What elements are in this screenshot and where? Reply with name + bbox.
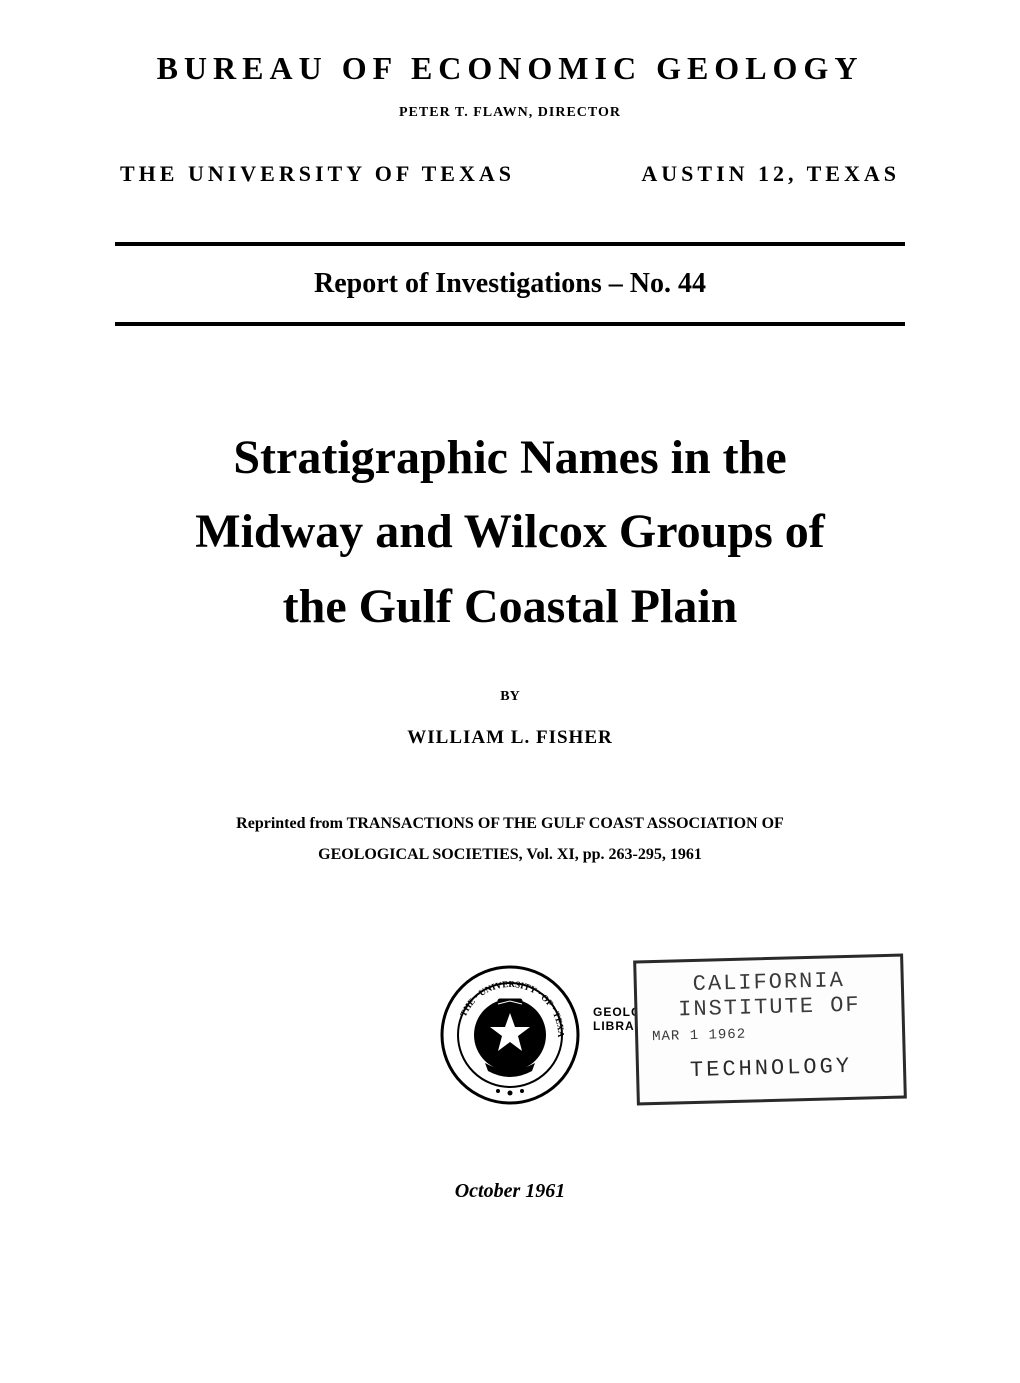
title-line-1: Stratigraphic Names in the — [115, 421, 905, 495]
document-title: Stratigraphic Names in the Midway and Wi… — [115, 421, 905, 644]
reprint-line-1: Reprinted from TRANSACTIONS OF THE GULF … — [115, 809, 905, 839]
publication-date: October 1961 — [115, 1180, 905, 1203]
stamp-line-2: INSTITUTE OF — [651, 992, 888, 1023]
affiliation-row: THE UNIVERSITY OF TEXAS AUSTIN 12, TEXAS — [115, 161, 905, 187]
divider-bottom — [115, 322, 905, 326]
university-location: AUSTIN 12, TEXAS — [641, 161, 900, 187]
university-seal-icon: THE · UNIVERSITY · OF · TEXAS — [440, 965, 580, 1105]
title-line-2: Midway and Wilcox Groups of — [115, 495, 905, 569]
byline-label: BY — [115, 689, 905, 705]
institution-name: BUREAU OF ECONOMIC GEOLOGY — [115, 50, 905, 87]
seal-stamp-row: THE · UNIVERSITY · OF · TEXAS GEOLOGY LI… — [115, 965, 905, 1105]
library-stamp-wrapper: GEOLOGY LIBRARY CALIFORNIA INSTITUTE OF … — [635, 957, 905, 1102]
director-line: PETER T. FLAWN, DIRECTOR — [115, 105, 905, 121]
university-name: THE UNIVERSITY OF TEXAS — [120, 161, 515, 187]
report-series: Report of Investigations – No. 44 — [115, 246, 905, 322]
reprint-notice: Reprinted from TRANSACTIONS OF THE GULF … — [115, 809, 905, 870]
stamp-date: MAR 1 1962 — [652, 1023, 888, 1045]
reprint-line-2: GEOLOGICAL SOCIETIES, Vol. XI, pp. 263-2… — [115, 840, 905, 870]
author-name: WILLIAM L. FISHER — [115, 727, 905, 749]
library-stamp: CALIFORNIA INSTITUTE OF MAR 1 1962 TECHN… — [633, 953, 907, 1105]
stamp-line-4: TECHNOLOGY — [653, 1053, 890, 1084]
title-line-3: the Gulf Coastal Plain — [115, 570, 905, 644]
